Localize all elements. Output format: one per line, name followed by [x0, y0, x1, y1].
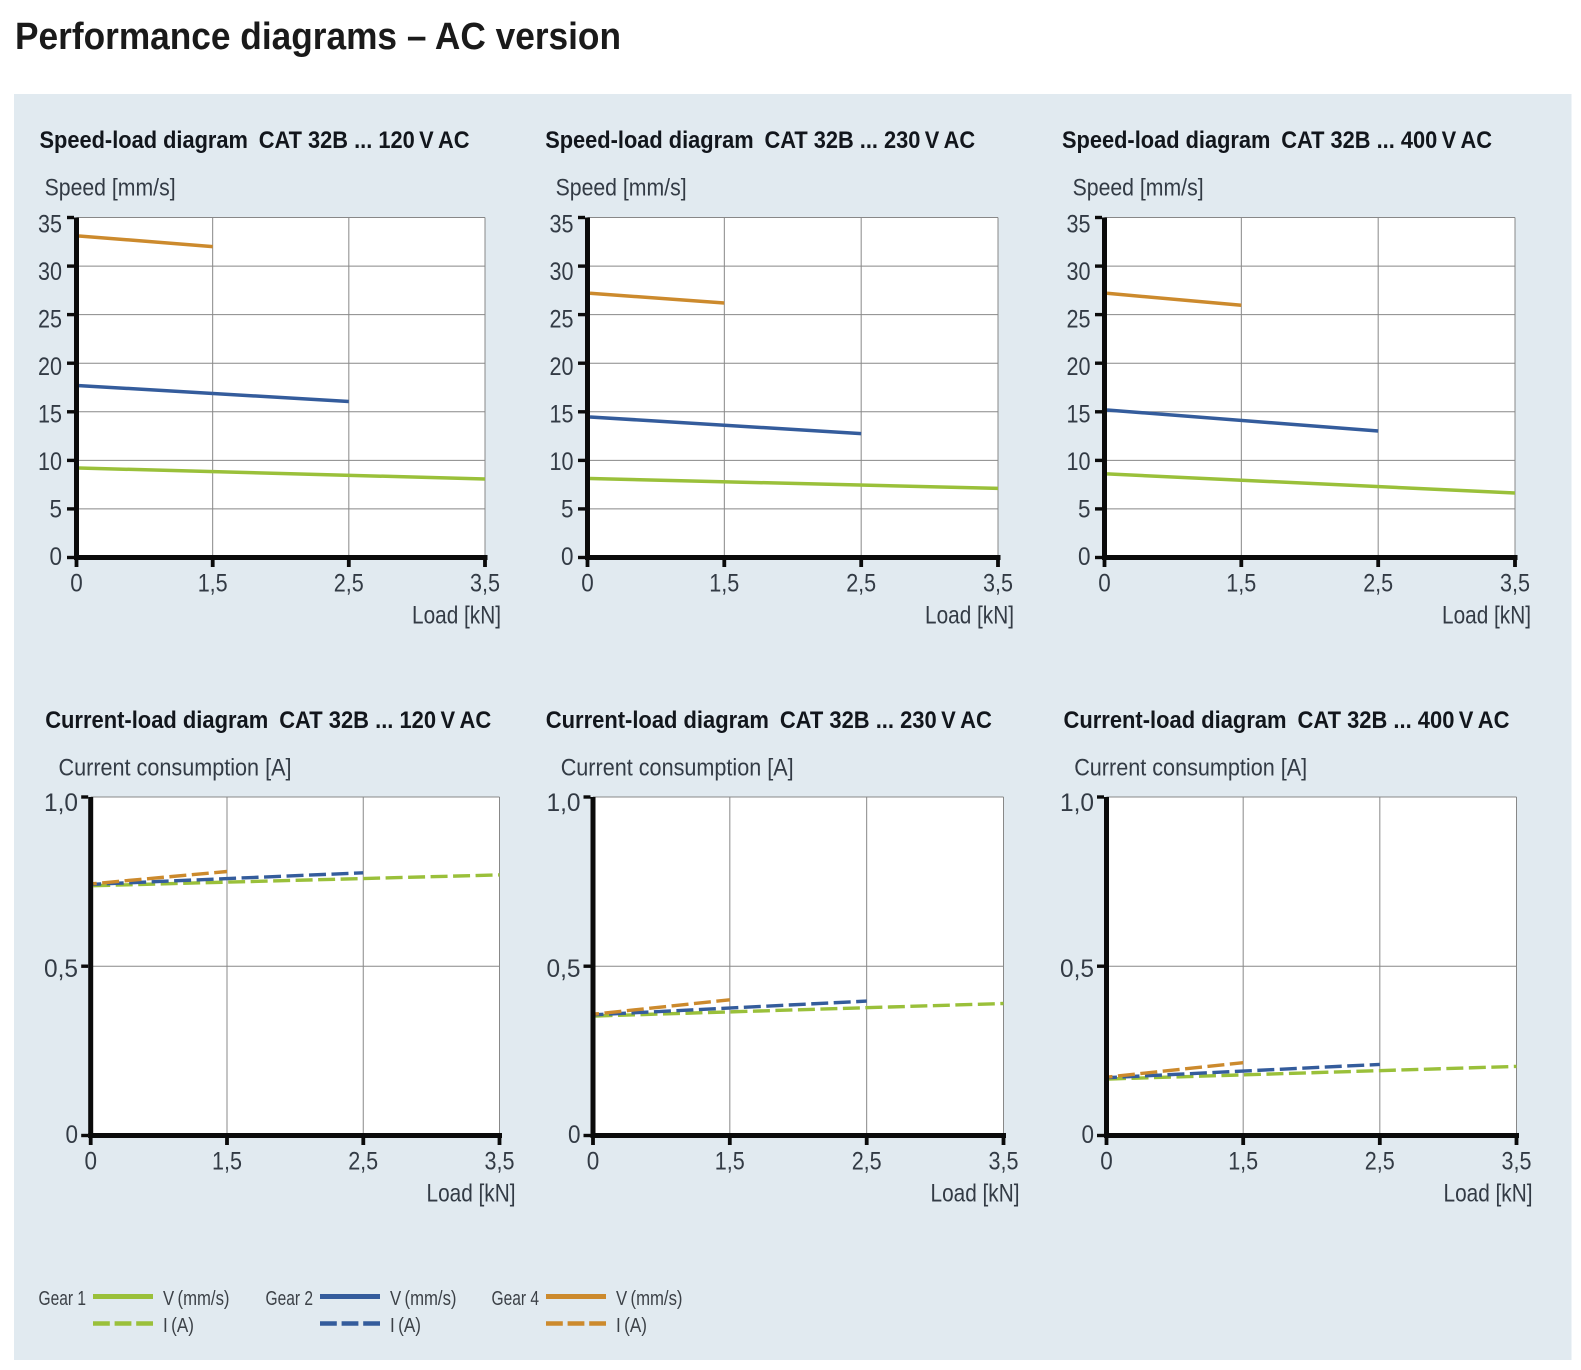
svg-text:1,5: 1,5 — [709, 570, 739, 598]
svg-text:Current consumption [A]: Current consumption [A] — [1074, 755, 1307, 782]
svg-text:1,0: 1,0 — [547, 789, 581, 817]
svg-text:1,0: 1,0 — [44, 789, 78, 817]
svg-text:Load [kN]: Load [kN] — [931, 1180, 1020, 1208]
svg-text:Current consumption [A]: Current consumption [A] — [59, 755, 292, 782]
svg-text:Load [kN]: Load [kN] — [1442, 602, 1531, 630]
svg-text:V (mm/s): V (mm/s) — [163, 1288, 230, 1310]
svg-text:I (A): I (A) — [163, 1315, 194, 1337]
svg-text:V (mm/s): V (mm/s) — [390, 1288, 457, 1310]
svg-text:Speed-load diagram CAT 32B ...: Speed-load diagram CAT 32B ... 400 V AC — [1062, 127, 1492, 154]
svg-text:Load [kN]: Load [kN] — [925, 602, 1014, 630]
svg-text:V (mm/s): V (mm/s) — [616, 1288, 683, 1310]
svg-text:1,5: 1,5 — [715, 1148, 745, 1176]
svg-text:0: 0 — [1100, 1148, 1113, 1176]
svg-text:Current consumption [A]: Current consumption [A] — [561, 755, 794, 782]
svg-text:Load [kN]: Load [kN] — [427, 1180, 516, 1208]
svg-text:Current-load diagram CAT 32B .: Current-load diagram CAT 32B ... 120 V A… — [45, 707, 491, 734]
svg-text:0: 0 — [568, 1121, 581, 1149]
svg-text:0: 0 — [1082, 1121, 1095, 1149]
svg-text:Speed-load diagram CAT 32B ...: Speed-load diagram CAT 32B ... 120 V AC — [40, 127, 470, 154]
svg-text:1,5: 1,5 — [1226, 570, 1256, 598]
svg-text:Speed-load diagram CAT 32B ...: Speed-load diagram CAT 32B ... 230 V AC — [545, 127, 975, 154]
svg-text:10: 10 — [550, 448, 574, 476]
svg-text:3,5: 3,5 — [1500, 570, 1530, 598]
svg-text:Gear 1: Gear 1 — [39, 1288, 87, 1310]
svg-text:Load [kN]: Load [kN] — [412, 602, 501, 630]
svg-text:Speed [mm/s]: Speed [mm/s] — [45, 175, 176, 202]
svg-text:20: 20 — [38, 353, 62, 381]
svg-text:Performance diagrams – AC vers: Performance diagrams – AC version — [15, 16, 621, 58]
svg-text:2,5: 2,5 — [1363, 570, 1393, 598]
svg-text:5: 5 — [50, 496, 63, 524]
svg-text:Gear 4: Gear 4 — [492, 1288, 540, 1310]
svg-text:15: 15 — [550, 401, 574, 429]
svg-text:30: 30 — [1067, 258, 1091, 286]
svg-text:3,5: 3,5 — [989, 1148, 1019, 1176]
svg-text:3,5: 3,5 — [470, 570, 500, 598]
svg-text:Gear 2: Gear 2 — [266, 1288, 314, 1310]
svg-text:0,5: 0,5 — [44, 955, 78, 983]
svg-text:2,5: 2,5 — [852, 1148, 882, 1176]
svg-text:I (A): I (A) — [390, 1315, 421, 1337]
svg-text:10: 10 — [38, 448, 62, 476]
svg-text:0: 0 — [66, 1121, 79, 1149]
svg-text:2,5: 2,5 — [348, 1148, 378, 1176]
svg-text:25: 25 — [550, 306, 574, 334]
svg-text:35: 35 — [1067, 211, 1091, 239]
svg-text:2,5: 2,5 — [334, 570, 364, 598]
svg-text:25: 25 — [1067, 306, 1091, 334]
svg-text:25: 25 — [38, 306, 62, 334]
svg-text:15: 15 — [38, 401, 62, 429]
svg-text:2,5: 2,5 — [1365, 1148, 1395, 1176]
svg-text:20: 20 — [1067, 353, 1091, 381]
svg-text:1,0: 1,0 — [1060, 789, 1094, 817]
svg-text:Load [kN]: Load [kN] — [1444, 1180, 1533, 1208]
svg-text:35: 35 — [38, 211, 62, 239]
svg-text:5: 5 — [1078, 496, 1091, 524]
svg-text:0,5: 0,5 — [547, 955, 581, 983]
svg-text:0: 0 — [50, 543, 63, 571]
svg-text:0: 0 — [587, 1148, 600, 1176]
svg-text:0: 0 — [85, 1148, 98, 1176]
svg-text:3,5: 3,5 — [983, 570, 1013, 598]
svg-text:30: 30 — [550, 258, 574, 286]
svg-text:30: 30 — [38, 258, 62, 286]
svg-text:Current-load diagram CAT 32B .: Current-load diagram CAT 32B ... 400 V A… — [1064, 707, 1510, 734]
svg-text:1,5: 1,5 — [212, 1148, 242, 1176]
svg-text:1,5: 1,5 — [1228, 1148, 1258, 1176]
svg-text:Speed [mm/s]: Speed [mm/s] — [1073, 175, 1204, 202]
svg-text:0: 0 — [1078, 543, 1091, 571]
svg-text:2,5: 2,5 — [846, 570, 876, 598]
svg-text:I (A): I (A) — [616, 1315, 647, 1337]
svg-text:3,5: 3,5 — [1502, 1148, 1532, 1176]
svg-text:Current-load diagram CAT 32B .: Current-load diagram CAT 32B ... 230 V A… — [546, 707, 992, 734]
svg-text:0: 0 — [70, 570, 83, 598]
svg-text:0: 0 — [1098, 570, 1111, 598]
svg-text:5: 5 — [561, 496, 574, 524]
svg-text:1,5: 1,5 — [198, 570, 228, 598]
svg-text:35: 35 — [550, 211, 574, 239]
svg-text:15: 15 — [1067, 401, 1091, 429]
svg-text:20: 20 — [550, 353, 574, 381]
svg-text:Speed [mm/s]: Speed [mm/s] — [556, 175, 687, 202]
svg-text:10: 10 — [1067, 448, 1091, 476]
svg-text:0,5: 0,5 — [1060, 955, 1094, 983]
svg-text:0: 0 — [581, 570, 594, 598]
svg-text:3,5: 3,5 — [485, 1148, 515, 1176]
svg-text:0: 0 — [561, 543, 574, 571]
